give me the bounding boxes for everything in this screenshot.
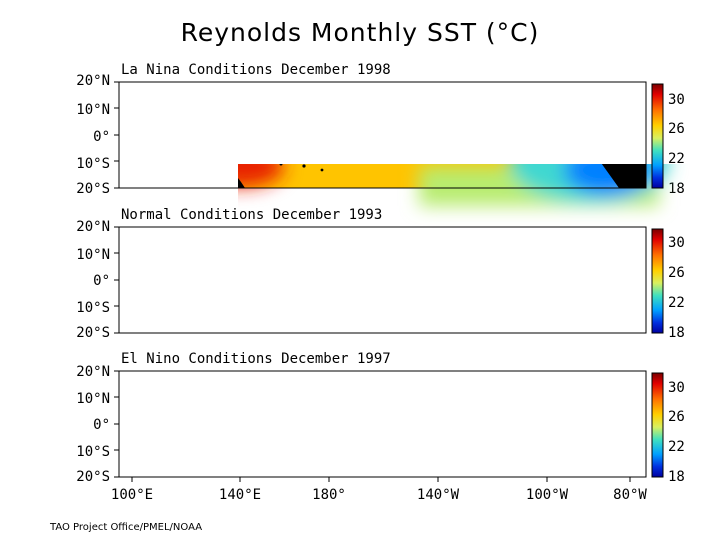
lat-label-0: 0° <box>93 129 110 145</box>
colorbar-label-18: 18 <box>668 181 685 197</box>
colorbar-label-30: 30 <box>668 235 685 251</box>
colorbar-label-26: 26 <box>668 121 685 137</box>
lat-label-20s: 20°S <box>76 181 110 197</box>
colorbar-label-30: 30 <box>668 380 685 396</box>
colorbar-label-26: 26 <box>668 265 685 281</box>
lat-label-0: 0° <box>93 273 110 289</box>
lat-label-10s: 10°S <box>76 300 110 316</box>
lon-label-100w: 100°W <box>525 487 569 503</box>
lon-label-180: 180° <box>312 487 346 503</box>
panel-title-la-nina: La Nina Conditions December 1998 <box>121 62 391 78</box>
colorbar-label-22: 22 <box>668 295 685 311</box>
figure-title: Reynolds Monthly SST (°C) <box>180 18 540 47</box>
panel-title-normal: Normal Conditions December 1993 <box>121 207 383 223</box>
colorbar-normal <box>651 228 664 334</box>
colorbar-label-18: 18 <box>668 469 685 485</box>
colorbar-label-26: 26 <box>668 409 685 425</box>
colorbar-el-nino <box>651 372 664 478</box>
colorbar-label-18: 18 <box>668 325 685 341</box>
credit-text: TAO Project Office/PMEL/NOAA <box>50 522 203 533</box>
lon-label-140w: 140°W <box>416 487 460 503</box>
map-la-nina <box>238 164 669 206</box>
map-frame-normal <box>118 226 647 334</box>
colorbar-label-30: 30 <box>668 92 685 108</box>
colorbar-label-22: 22 <box>668 439 685 455</box>
colorbar-la-nina <box>651 83 664 189</box>
lon-label-100e: 100°E <box>110 487 154 503</box>
lat-label-10n: 10°N <box>76 391 110 407</box>
lat-label-0: 0° <box>93 417 110 433</box>
map-el-nino <box>119 351 659 493</box>
panel-title-el-nino: El Nino Conditions December 1997 <box>121 351 391 367</box>
lat-label-20n: 20°N <box>76 364 110 380</box>
lat-label-20n: 20°N <box>76 219 110 235</box>
map-frame-el-nino <box>118 370 647 478</box>
lon-label-80w: 80°W <box>613 487 647 503</box>
lat-label-20s: 20°S <box>76 325 110 341</box>
lon-label-140e: 140°E <box>218 487 262 503</box>
lat-label-10s: 10°S <box>76 444 110 460</box>
lat-label-20n: 20°N <box>76 73 110 89</box>
lat-label-10n: 10°N <box>76 102 110 118</box>
lat-label-10s: 10°S <box>76 156 110 172</box>
lat-label-10n: 10°N <box>76 247 110 263</box>
colorbar-label-22: 22 <box>668 151 685 167</box>
lat-label-20s: 20°S <box>76 469 110 485</box>
